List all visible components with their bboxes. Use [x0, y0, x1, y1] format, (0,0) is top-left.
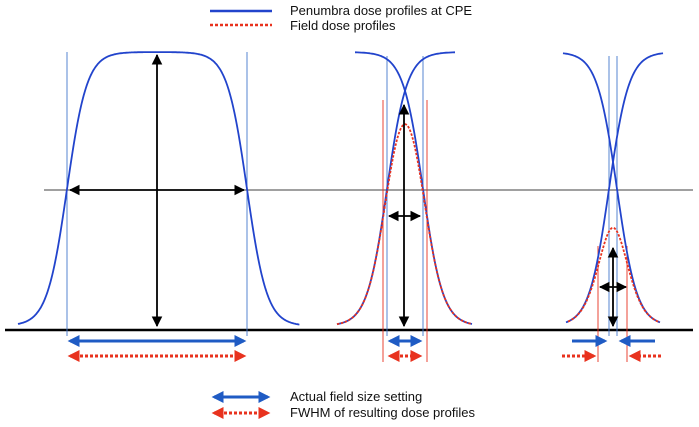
p1-dose-profile	[17, 51, 300, 326]
legend-actual-size-label: Actual field size setting	[290, 389, 423, 404]
legend-fwhm-label: FWHM of resulting dose profiles	[290, 405, 475, 420]
p2-rising-penumbra	[336, 51, 455, 326]
legend-penumbra-label: Penumbra dose profiles at CPE	[290, 3, 473, 18]
p3-field-profile	[567, 226, 660, 324]
p3-rising-penumbra	[565, 52, 664, 324]
p2-field-profile	[336, 123, 472, 326]
p2-falling-penumbra	[355, 51, 473, 325]
p3-falling-penumbra	[562, 52, 661, 324]
legend-field-label: Field dose profiles	[290, 18, 396, 33]
